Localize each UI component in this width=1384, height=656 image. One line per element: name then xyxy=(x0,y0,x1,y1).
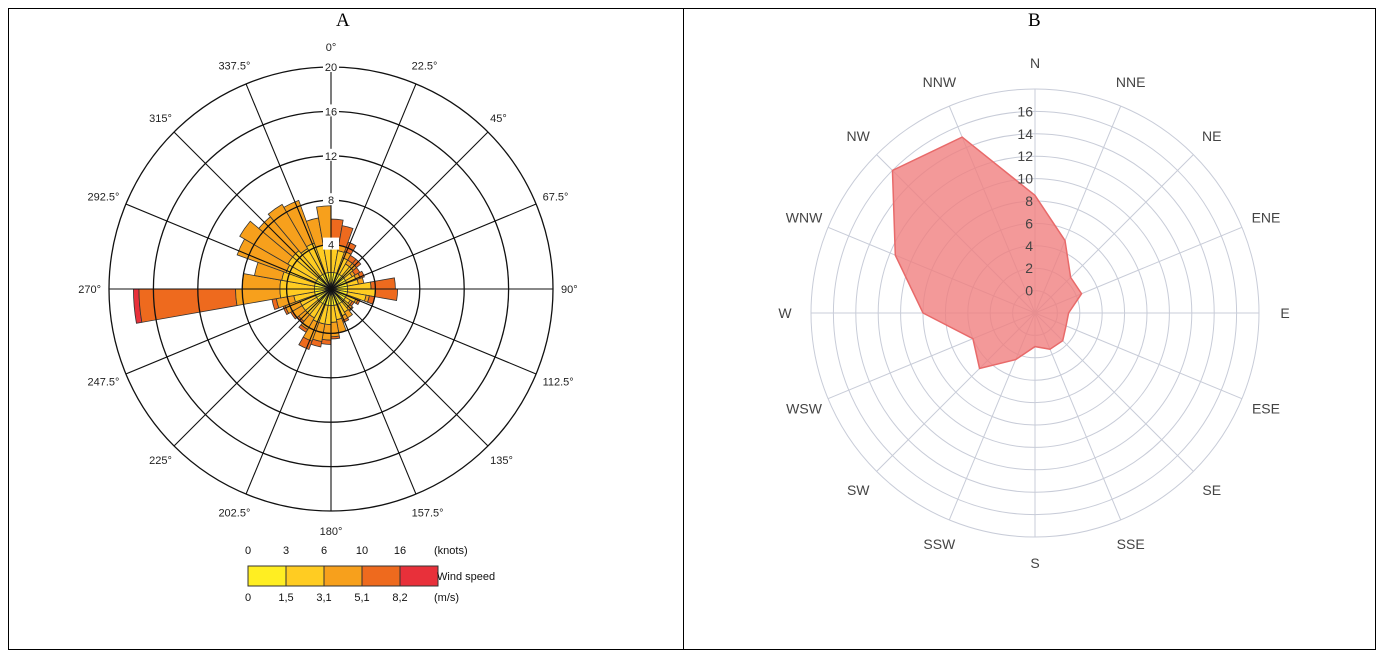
radar-cat-label-11: WSW xyxy=(786,401,823,417)
cell-divider xyxy=(683,8,684,650)
radar-rtick-0: 0 xyxy=(1025,283,1033,299)
rose-dir-label-6: 135° xyxy=(490,455,513,467)
rose-spoke-3 xyxy=(330,203,537,290)
rose-dir-label-10: 225° xyxy=(149,455,172,467)
radar-area xyxy=(891,136,1083,370)
legend-knots-tick-0: 0 xyxy=(245,545,251,557)
rose-spoke-15 xyxy=(245,83,332,290)
rose-dir-label-9: 202.5° xyxy=(218,508,250,520)
legend-title: Wind speed xyxy=(437,571,495,583)
radar-rtick-1: 2 xyxy=(1025,260,1033,276)
panel-b-label: B xyxy=(1028,10,1041,31)
radar-rtick-6: 12 xyxy=(1017,148,1033,164)
radar-cat-label-9: SSW xyxy=(923,536,956,552)
legend-knots-tick-2: 6 xyxy=(321,545,327,557)
radar-rtick-4: 8 xyxy=(1025,193,1033,209)
rose-rtick-3: 16 xyxy=(325,106,337,118)
rose-dir-label-2: 45° xyxy=(490,113,507,125)
legend-knots-tick-4: 16 xyxy=(394,545,406,557)
legend-knots-tick-3: 10 xyxy=(356,545,368,557)
rose-dir-label-5: 112.5° xyxy=(543,377,574,389)
rose-dir-label-14: 315° xyxy=(149,113,172,125)
rose-spoke-13 xyxy=(125,203,332,290)
rose-dir-label-13: 292.5° xyxy=(87,191,119,203)
legend-knots-tick-1: 3 xyxy=(283,545,289,557)
radar-cat-label-15: NNW xyxy=(923,74,957,90)
legend-knots-unit: (knots) xyxy=(434,545,468,557)
radar-cat-label-4: E xyxy=(1280,305,1289,321)
radar-cat-label-10: SW xyxy=(847,482,870,498)
rose-rtick-bg-4 xyxy=(323,60,339,72)
radar-cat-label-12: W xyxy=(778,305,792,321)
rose-spoke-2 xyxy=(330,131,489,290)
rose-spoke-5 xyxy=(330,288,537,375)
rose-spoke-10 xyxy=(173,288,332,447)
radar-rtick-3: 6 xyxy=(1025,215,1033,231)
legend-ms-tick-1: 1,5 xyxy=(278,592,293,604)
rose-spoke-1 xyxy=(330,83,417,290)
radar-rtick-7: 14 xyxy=(1017,126,1033,142)
rose-spoke-6 xyxy=(330,288,489,447)
radar-cat-label-1: NNE xyxy=(1116,74,1146,90)
legend-ms-unit: (m/s) xyxy=(434,592,459,604)
rose-dir-label-7: 157.5° xyxy=(412,508,444,520)
rose-dir-label-12: 270° xyxy=(78,284,101,296)
rose-rtick-0: 4 xyxy=(328,240,334,252)
rose-spoke-9 xyxy=(245,288,332,495)
radar-spoke-5 xyxy=(1034,312,1243,400)
radar-cat-label-5: ESE xyxy=(1252,401,1280,417)
radar-cat-label-7: SSE xyxy=(1117,536,1145,552)
rose-dir-label-15: 337.5° xyxy=(218,60,250,72)
rose-dir-label-3: 67.5° xyxy=(543,191,569,203)
radar-rtick-2: 4 xyxy=(1025,238,1033,254)
radar-cat-label-8: S xyxy=(1030,555,1039,571)
rose-dir-label-11: 247.5° xyxy=(87,377,119,389)
legend-ms-tick-2: 3,1 xyxy=(316,592,331,604)
rose-dir-label-8: 180° xyxy=(320,526,343,538)
radar-rtick-8: 16 xyxy=(1017,103,1033,119)
rose-rtick-bg-3 xyxy=(323,104,339,117)
radar-cat-label-14: NW xyxy=(847,128,871,144)
rose-dir-label-0: 0° xyxy=(326,42,337,54)
radar-rtick-5: 10 xyxy=(1017,171,1033,187)
rose-dir-label-4: 90° xyxy=(561,284,578,296)
radar-cat-label-0: N xyxy=(1030,55,1040,71)
rose-dir-label-1: 22.5° xyxy=(412,60,438,72)
rose-rtick-bg-2 xyxy=(323,148,339,161)
rose-spoke-7 xyxy=(330,288,417,495)
radar-cat-label-2: NE xyxy=(1202,128,1221,144)
radar-cat-label-3: ENE xyxy=(1252,209,1281,225)
rose-rtick-bg-0 xyxy=(323,237,339,250)
table-border xyxy=(8,8,1376,650)
legend-ms-tick-3: 5,1 xyxy=(354,592,369,604)
panel-a-label: A xyxy=(336,10,350,31)
radar-cat-label-13: WNW xyxy=(786,209,823,225)
wind-rose-chart-a: 4 8 12 16 20 0° 22.5° 45° 67.5° 90° 112.5° 135° 157.… xyxy=(78,42,578,604)
rose-spoke-11 xyxy=(125,288,332,375)
rose-rtick-2: 12 xyxy=(325,151,337,163)
rose-rtick-1: 8 xyxy=(328,195,334,207)
rose-rtick-4: 20 xyxy=(325,62,337,74)
rose-rtick-bg-1 xyxy=(323,193,339,206)
legend-ms-tick-0: 0 xyxy=(245,592,251,604)
radar-cat-label-6: SE xyxy=(1202,482,1221,498)
rose-spoke-14 xyxy=(173,131,332,290)
legend-swatch-4 xyxy=(399,565,439,587)
legend-ms-tick-4: 8,2 xyxy=(392,592,407,604)
